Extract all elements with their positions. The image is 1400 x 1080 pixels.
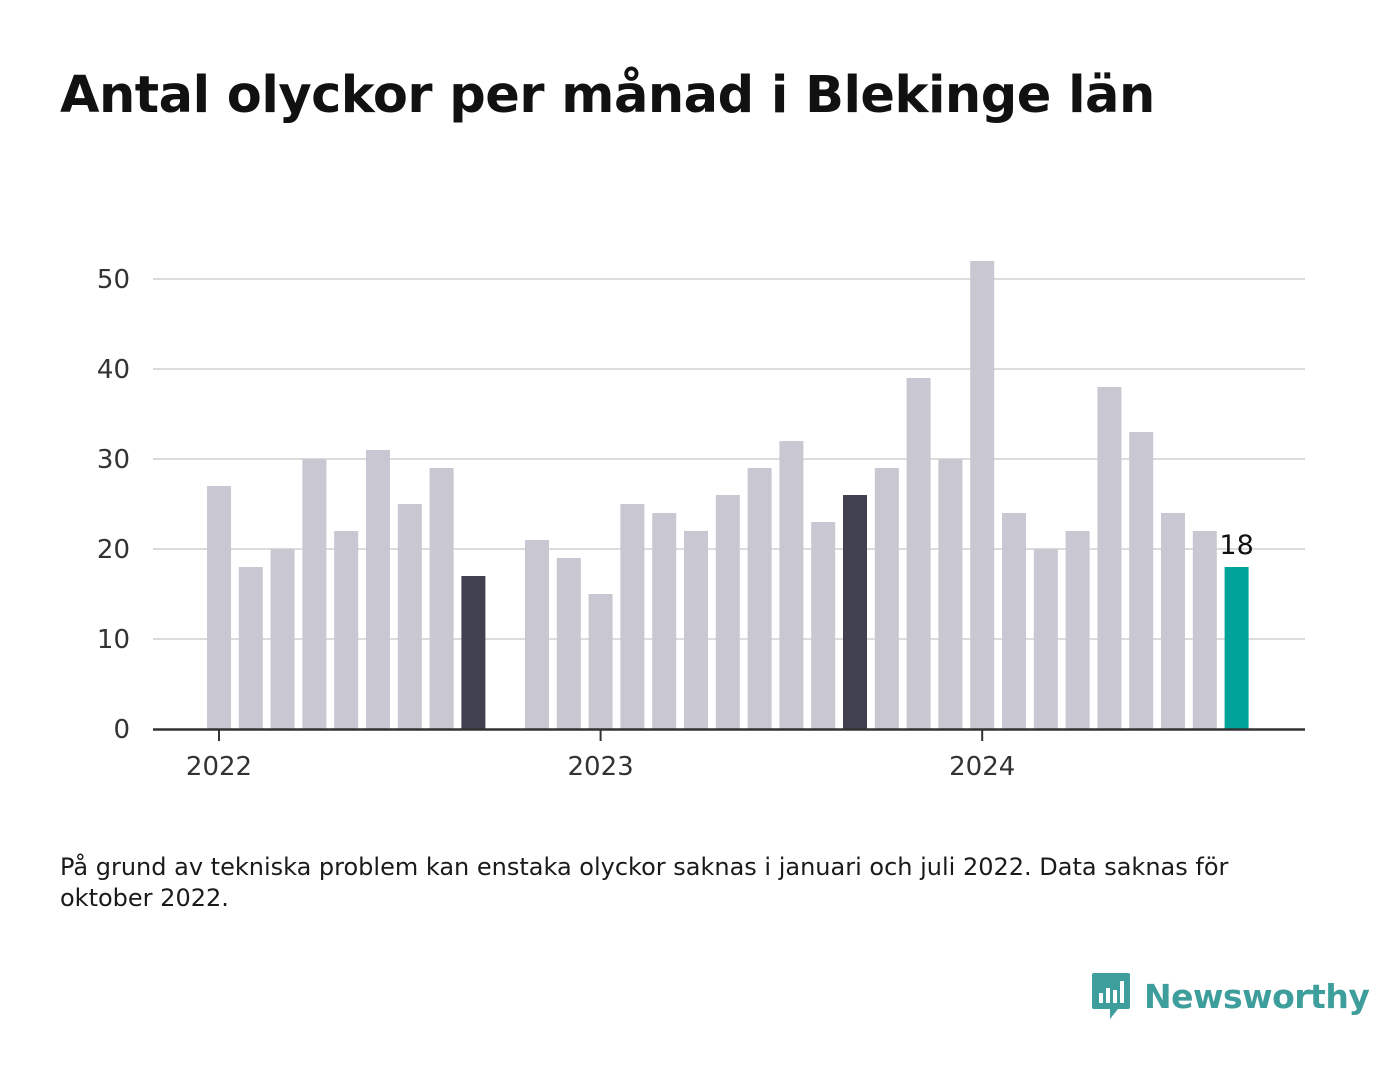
bar-2023-07 <box>779 441 804 729</box>
bar-2023-06 <box>747 468 772 729</box>
bar-2023-11 <box>906 378 931 729</box>
y-tick-label: 40 <box>97 355 130 385</box>
y-tick-label: 0 <box>113 715 130 745</box>
bar-2023-03 <box>652 513 677 729</box>
bar-2024-06 <box>1129 432 1154 729</box>
bar-2022-04 <box>302 459 327 729</box>
bar-2024-03 <box>1033 549 1058 729</box>
y-tick-label: 20 <box>97 535 130 565</box>
bar-2024-01 <box>970 261 995 729</box>
bar-2023-04 <box>684 531 708 729</box>
y-tick-label: 30 <box>97 445 130 475</box>
bar-2022-11 <box>525 540 549 729</box>
chart-title: Antal olyckor per månad i Blekinge län <box>60 66 1155 125</box>
labels: 0 10 20 30 40 50 18 2022 2023 2024 <box>97 265 1254 782</box>
bar-chart: 0 10 20 30 40 50 18 2022 2023 2024 <box>97 261 1305 782</box>
bar-2023-10 <box>874 468 899 729</box>
y-tick-label: 10 <box>97 625 130 655</box>
bar-2022-03 <box>270 549 295 729</box>
brand-name: Newsworthy <box>1144 976 1370 1016</box>
bar-2022-05 <box>334 531 359 729</box>
bars <box>207 261 1249 729</box>
bar-2022-07 <box>397 504 422 729</box>
bar-2023-01 <box>588 594 613 729</box>
bar-2023-05 <box>715 495 740 729</box>
y-tick-label: 50 <box>97 265 130 295</box>
brand[interactable]: Newsworthy <box>1090 970 1370 1022</box>
bar-2022-01 <box>207 486 231 729</box>
newsworthy-logo-icon <box>1092 973 1130 1019</box>
axes <box>153 728 1305 741</box>
bar-2024-07 <box>1161 513 1185 729</box>
bar-2023-12 <box>938 459 963 729</box>
bar-2023-08 <box>811 522 836 729</box>
bar-2022-12 <box>556 558 581 729</box>
bar-2022-08 <box>429 468 454 729</box>
bar-value-label: 18 <box>1219 530 1253 561</box>
x-tick-label: 2022 <box>186 752 252 782</box>
bar-2023-02 <box>620 504 645 729</box>
bar-2022-06 <box>366 450 390 729</box>
x-tick-label: 2023 <box>568 752 634 782</box>
bar-2024-05 <box>1097 387 1122 729</box>
bar-2024-02 <box>1002 513 1026 729</box>
bar-2023-09 <box>843 495 867 729</box>
bar-2024-09 <box>1224 567 1249 729</box>
bar-2024-04 <box>1065 531 1090 729</box>
footnote: På grund av tekniska problem kan enstaka… <box>60 853 1229 912</box>
bar-2022-09 <box>461 576 486 729</box>
x-tick-label: 2024 <box>949 752 1015 782</box>
bar-2022-02 <box>238 567 263 729</box>
bar-2024-08 <box>1192 531 1217 729</box>
